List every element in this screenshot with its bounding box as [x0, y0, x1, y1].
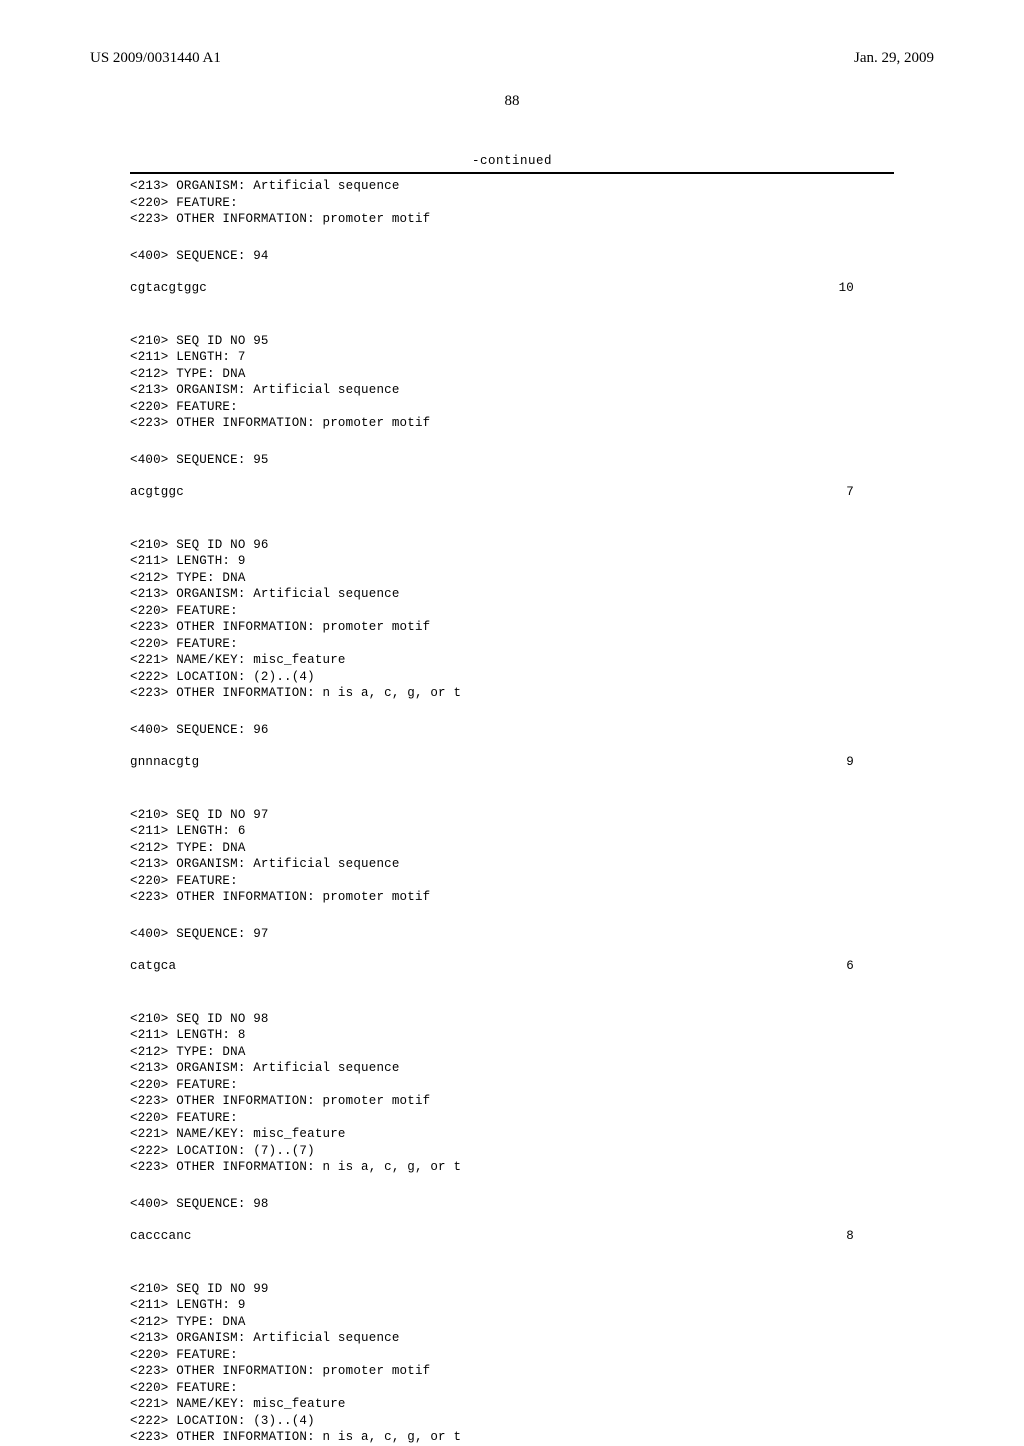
meta-line: <210> SEQ ID NO 99	[130, 1282, 269, 1296]
meta-line: <213> ORGANISM: Artificial sequence	[130, 857, 400, 871]
sequence-row: catgca 6	[130, 958, 894, 975]
page-header: US 2009/0031440 A1 Jan. 29, 2009	[90, 50, 934, 67]
sequence-row: cgtacgtggc 10	[130, 280, 894, 297]
meta-line: <221> NAME/KEY: misc_feature	[130, 1397, 346, 1411]
sequence-length: 7	[846, 484, 894, 501]
spacer	[130, 501, 894, 533]
meta-line: <213> ORGANISM: Artificial sequence	[130, 383, 400, 397]
seq-header-line: <400> SEQUENCE: 95	[130, 448, 894, 469]
seq-header-line: <400> SEQUENCE: 94	[130, 244, 894, 265]
meta-line: <220> FEATURE:	[130, 604, 238, 618]
meta-line: <212> TYPE: DNA	[130, 1045, 246, 1059]
meta-line: <211> LENGTH: 7	[130, 350, 246, 364]
sequence-text: acgtggc	[130, 484, 184, 501]
spacer	[130, 771, 894, 803]
sequence-text: cgtacgtggc	[130, 280, 207, 297]
seq-meta-block: <210> SEQ ID NO 97 <211> LENGTH: 6 <212>…	[130, 803, 894, 906]
spacer	[130, 432, 894, 448]
sequence-text: gnnnacgtg	[130, 754, 199, 771]
sequence-text: catgca	[130, 958, 176, 975]
meta-line: <210> SEQ ID NO 98	[130, 1012, 269, 1026]
meta-line: <212> TYPE: DNA	[130, 571, 246, 585]
meta-line: <211> LENGTH: 9	[130, 554, 246, 568]
sequence-length: 9	[846, 754, 894, 771]
meta-line: <223> OTHER INFORMATION: n is a, c, g, o…	[130, 1430, 461, 1444]
spacer	[130, 1176, 894, 1192]
meta-line: <220> FEATURE:	[130, 874, 238, 888]
publication-number: US 2009/0031440 A1	[90, 50, 221, 67]
page-number: 88	[90, 93, 934, 110]
sequence-row: cacccanc 8	[130, 1228, 894, 1245]
sequence-row: gnnnacgtg 9	[130, 754, 894, 771]
sequence-length: 6	[846, 958, 894, 975]
meta-line: <221> NAME/KEY: misc_feature	[130, 653, 346, 667]
meta-line: <210> SEQ ID NO 96	[130, 538, 269, 552]
meta-line: <213> ORGANISM: Artificial sequence	[130, 1061, 400, 1075]
meta-line: <213> ORGANISM: Artificial sequence	[130, 587, 400, 601]
meta-line: <223> OTHER INFORMATION: promoter motif	[130, 1364, 430, 1378]
meta-line: <223> OTHER INFORMATION: promoter motif	[130, 212, 430, 226]
meta-line: <223> OTHER INFORMATION: promoter motif	[130, 1094, 430, 1108]
sequence-row: acgtggc 7	[130, 484, 894, 501]
seq-meta-block: <213> ORGANISM: Artificial sequence <220…	[130, 174, 894, 228]
seq-meta-block: <210> SEQ ID NO 98 <211> LENGTH: 8 <212>…	[130, 1007, 894, 1176]
meta-line: <223> OTHER INFORMATION: promoter motif	[130, 416, 430, 430]
page-container: US 2009/0031440 A1 Jan. 29, 2009 88 -con…	[0, 0, 1024, 1320]
meta-line: <220> FEATURE:	[130, 400, 238, 414]
meta-line: <222> LOCATION: (7)..(7)	[130, 1144, 315, 1158]
seq-header-line: <400> SEQUENCE: 97	[130, 922, 894, 943]
seq-meta-block: <210> SEQ ID NO 95 <211> LENGTH: 7 <212>…	[130, 329, 894, 432]
seq-meta-block: <210> SEQ ID NO 96 <211> LENGTH: 9 <212>…	[130, 533, 894, 702]
meta-line: <220> FEATURE:	[130, 196, 238, 210]
sequence-length: 8	[846, 1228, 894, 1245]
meta-line: <213> ORGANISM: Artificial sequence	[130, 1331, 400, 1345]
meta-line: <220> FEATURE:	[130, 1111, 238, 1125]
meta-line: <220> FEATURE:	[130, 1381, 238, 1395]
meta-line: <212> TYPE: DNA	[130, 1315, 246, 1329]
spacer	[130, 1245, 894, 1277]
meta-line: <211> LENGTH: 6	[130, 824, 246, 838]
meta-line: <220> FEATURE:	[130, 1348, 238, 1362]
meta-line: <222> LOCATION: (2)..(4)	[130, 670, 315, 684]
meta-line: <220> FEATURE:	[130, 1078, 238, 1092]
meta-line: <222> LOCATION: (3)..(4)	[130, 1414, 315, 1428]
meta-line: <211> LENGTH: 9	[130, 1298, 246, 1312]
seq-header-line: <400> SEQUENCE: 96	[130, 718, 894, 739]
spacer	[130, 942, 894, 958]
meta-line: <211> LENGTH: 8	[130, 1028, 246, 1042]
continued-label: -continued	[90, 154, 934, 168]
publication-date: Jan. 29, 2009	[854, 50, 934, 67]
spacer	[130, 702, 894, 718]
spacer	[130, 468, 894, 484]
spacer	[130, 264, 894, 280]
meta-line: <210> SEQ ID NO 97	[130, 808, 269, 822]
spacer	[130, 1212, 894, 1228]
meta-line: <220> FEATURE:	[130, 637, 238, 651]
spacer	[130, 975, 894, 1007]
meta-line: <212> TYPE: DNA	[130, 367, 246, 381]
meta-line: <223> OTHER INFORMATION: promoter motif	[130, 620, 430, 634]
spacer	[130, 297, 894, 329]
seq-header-line: <400> SEQUENCE: 98	[130, 1192, 894, 1213]
meta-line: <210> SEQ ID NO 95	[130, 334, 269, 348]
spacer	[130, 228, 894, 244]
sequence-text: cacccanc	[130, 1228, 192, 1245]
sequence-listing-container: <213> ORGANISM: Artificial sequence <220…	[130, 172, 894, 1446]
spacer	[130, 906, 894, 922]
meta-line: <213> ORGANISM: Artificial sequence	[130, 179, 400, 193]
meta-line: <223> OTHER INFORMATION: promoter motif	[130, 890, 430, 904]
meta-line: <223> OTHER INFORMATION: n is a, c, g, o…	[130, 1160, 461, 1174]
sequence-length: 10	[839, 280, 894, 297]
meta-line: <221> NAME/KEY: misc_feature	[130, 1127, 346, 1141]
seq-meta-block: <210> SEQ ID NO 99 <211> LENGTH: 9 <212>…	[130, 1277, 894, 1446]
meta-line: <223> OTHER INFORMATION: n is a, c, g, o…	[130, 686, 461, 700]
spacer	[130, 738, 894, 754]
meta-line: <212> TYPE: DNA	[130, 841, 246, 855]
